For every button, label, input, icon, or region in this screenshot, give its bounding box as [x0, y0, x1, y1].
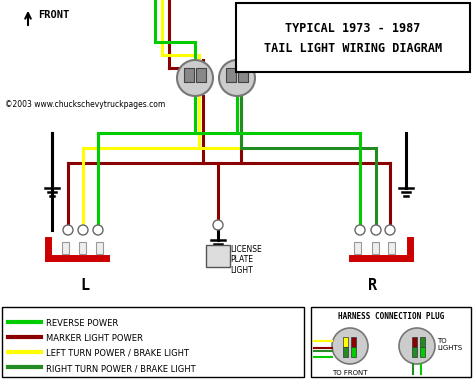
- Circle shape: [332, 328, 368, 364]
- Bar: [388, 242, 395, 254]
- Text: L: L: [81, 278, 90, 293]
- Text: HARNESS CONNECTION PLUG: HARNESS CONNECTION PLUG: [338, 312, 444, 321]
- Bar: [238, 68, 248, 82]
- Bar: [351, 337, 356, 347]
- Bar: [420, 347, 425, 357]
- Text: LEFT TURN POWER / BRAKE LIGHT: LEFT TURN POWER / BRAKE LIGHT: [46, 349, 189, 358]
- Bar: [184, 68, 194, 82]
- Circle shape: [219, 60, 255, 96]
- Bar: [96, 242, 103, 254]
- Text: TYPICAL 1973 - 1987: TYPICAL 1973 - 1987: [285, 22, 421, 35]
- Bar: [79, 242, 86, 254]
- Bar: [226, 68, 236, 82]
- Bar: [412, 347, 417, 357]
- Circle shape: [63, 225, 73, 235]
- Text: TO FRONT: TO FRONT: [332, 370, 368, 376]
- Circle shape: [385, 225, 395, 235]
- Bar: [343, 337, 348, 347]
- Bar: [206, 245, 230, 267]
- Circle shape: [93, 225, 103, 235]
- Text: LICENSE
PLATE
LIGHT: LICENSE PLATE LIGHT: [230, 245, 262, 275]
- Bar: [354, 242, 361, 254]
- Circle shape: [78, 225, 88, 235]
- Bar: [196, 68, 206, 82]
- Text: ©2003 www.chuckschevytruckpages.com: ©2003 www.chuckschevytruckpages.com: [5, 100, 165, 109]
- Bar: [351, 347, 356, 357]
- Text: TO
LIGHTS: TO LIGHTS: [437, 338, 462, 351]
- Text: RIGHT TURN POWER / BRAKE LIGHT: RIGHT TURN POWER / BRAKE LIGHT: [46, 364, 196, 373]
- Bar: [412, 337, 417, 347]
- Bar: [343, 347, 348, 357]
- Bar: [420, 337, 425, 347]
- Text: R: R: [368, 278, 378, 293]
- Circle shape: [355, 225, 365, 235]
- Bar: [62, 242, 69, 254]
- Circle shape: [399, 328, 435, 364]
- FancyBboxPatch shape: [236, 3, 470, 72]
- Bar: [372, 242, 379, 254]
- Text: FRONT: FRONT: [38, 10, 69, 20]
- Text: REVERSE POWER: REVERSE POWER: [46, 319, 118, 328]
- Circle shape: [213, 220, 223, 230]
- FancyBboxPatch shape: [2, 307, 304, 377]
- Circle shape: [371, 225, 381, 235]
- Text: TAIL LIGHT WIRING DIAGRAM: TAIL LIGHT WIRING DIAGRAM: [264, 42, 442, 55]
- FancyBboxPatch shape: [311, 307, 471, 377]
- Text: MARKER LIGHT POWER: MARKER LIGHT POWER: [46, 334, 143, 343]
- Circle shape: [177, 60, 213, 96]
